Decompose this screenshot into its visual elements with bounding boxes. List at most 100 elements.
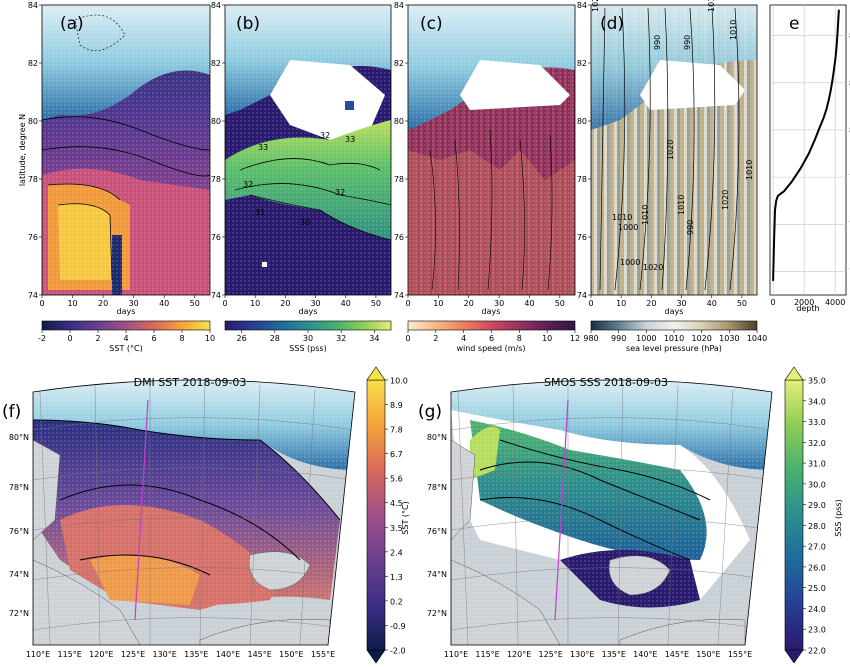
colorbar-extend-top: [784, 366, 804, 381]
colorbar-tick-label: 2: [95, 334, 100, 343]
x-tick-label: 50: [737, 299, 747, 308]
x-tick-label: 2000: [794, 298, 814, 307]
colorbar-tick-label: 6.7: [390, 450, 403, 459]
y-tick-label: 74: [28, 291, 38, 300]
isobar-label: 1010: [729, 20, 738, 40]
colorbar-tick-label: 23.0: [808, 626, 826, 635]
y-tick-label: 80: [394, 117, 404, 126]
y-tick-label: 78: [28, 175, 38, 184]
colorbar-tick-label: 5.6: [390, 475, 403, 484]
panel-d-field: [591, 5, 757, 295]
x-tick-label: 50: [371, 299, 381, 308]
panel-b-field: [225, 5, 391, 295]
colorbar-tick-label: 990: [611, 334, 626, 343]
x-tick-label: 40: [524, 299, 534, 308]
x-tick-label: 20: [646, 299, 656, 308]
panel-a-label: (a): [60, 14, 84, 34]
x-tick-label: 20: [464, 299, 474, 308]
contour-label: 33: [345, 135, 355, 144]
colorbar-tick-label: 6: [489, 334, 494, 343]
colorbar-tick-label: -2: [38, 334, 46, 343]
colorbar-tick-label: 3.5: [390, 524, 403, 533]
y-tick-label: 78: [394, 175, 404, 184]
colorbar-g-label: SSS (pss): [834, 499, 843, 536]
lat-label: 80°N: [9, 433, 29, 442]
colorbar-tick-label: 28: [270, 334, 280, 343]
lon-label: 140°E: [216, 650, 240, 659]
x-tick-label: 10: [433, 299, 443, 308]
panel-f: DMI SST 2018-09-03 (f) 80°N 78°N 76°N 74°N 7…: [2, 366, 410, 664]
x-tick-label: 0: [588, 299, 593, 308]
colorbar-tick-label: 0.2: [390, 597, 403, 606]
colorbar-tick-label: -0.9: [390, 622, 406, 631]
colorbar-c-label: wind speed (m/s): [456, 344, 525, 353]
y-tick-label: 74: [394, 291, 404, 300]
y-tick-label: 84: [28, 1, 38, 10]
colorbar-tick-label: 7.8: [390, 426, 403, 435]
lat-label: 76°N: [427, 527, 447, 536]
x-tick-label: 30: [676, 299, 686, 308]
y-tick-label: 82: [211, 59, 221, 68]
x-tick-label: 0: [771, 298, 776, 307]
panel-g-label: (g): [418, 402, 442, 422]
colorbar-b-label: SSS (pss): [289, 344, 326, 353]
colorbar-tick-label: 6: [151, 334, 156, 343]
panel-b-label: (b): [236, 14, 260, 34]
colorbar-tick-label: 4: [123, 334, 128, 343]
y-tick-label: 78: [577, 175, 587, 184]
panel-e-label: e: [789, 14, 799, 34]
colorbar-tick-label: 27.0: [808, 543, 826, 552]
x-tick-label: 30: [129, 299, 139, 308]
x-tick-label: 10: [250, 299, 260, 308]
lon-label: 115°E: [58, 650, 82, 659]
lat-label: 74°N: [9, 570, 29, 579]
colorbar-d-label: sea level pressure (hPa): [626, 344, 722, 353]
x-tick-label: 40: [159, 299, 169, 308]
panel-f-label: (f): [2, 402, 21, 422]
colorbar-tick-label: 8.9: [390, 401, 403, 410]
colorbar-tick-label: 1020: [691, 334, 711, 343]
lon-label: 115°E: [475, 650, 499, 659]
colorbar-tick-label: 26: [237, 334, 247, 343]
colorbar-tick-label: 28.0: [808, 522, 826, 531]
isobar-label: 1020: [721, 190, 730, 210]
y-tick-label: 76: [394, 233, 404, 242]
colorbar-tick-label: 30: [303, 334, 313, 343]
colorbar-tick-label: 31.0: [808, 460, 826, 469]
colorbar-tick-label: 24.0: [808, 605, 826, 614]
isobar-label: 990: [683, 35, 692, 50]
lat-label: 76°N: [9, 527, 29, 536]
panel-a-ylabel: latitude, degree N: [18, 114, 27, 186]
isobar-label: 1020: [643, 263, 663, 272]
lon-label: 120°E: [507, 650, 531, 659]
lon-label: 135°E: [184, 650, 208, 659]
panel-f-map: [33, 380, 355, 645]
y-tick-label: 80: [577, 117, 587, 126]
panel-b-xlabel: days: [299, 307, 318, 316]
depth-profile-line: [772, 9, 840, 281]
panel-a-field: [42, 5, 210, 295]
isobar-label: 1010: [707, 0, 716, 12]
lon-label: 145°E: [665, 650, 689, 659]
panel-a: (a) latitude, degree N days 0 10 20 30 40 507…: [18, 1, 215, 353]
lon-label: 140°E: [633, 650, 657, 659]
y-tick-label: 76: [211, 233, 221, 242]
colorbar-a: [41, 320, 211, 331]
x-tick-label: 40: [341, 299, 351, 308]
y-tick-label: 74: [211, 291, 221, 300]
colorbar-tick-label: 1040: [747, 334, 767, 343]
lon-label: 130°E: [570, 650, 594, 659]
colorbar-tick-label: 10: [205, 334, 215, 343]
lon-label: 155°E: [728, 650, 752, 659]
colorbar-tick-label: 33.0: [808, 418, 826, 427]
colorbar-tick-label: 10.0: [390, 377, 408, 386]
y-tick-label: 82: [28, 59, 38, 68]
colorbar-tick-label: 1030: [719, 334, 739, 343]
panel-c-xlabel: days: [482, 307, 501, 316]
x-tick-label: 30: [494, 299, 504, 308]
panel-c-field: [408, 5, 575, 295]
colorbar-tick-label: 8: [179, 334, 184, 343]
lon-label: 130°E: [153, 650, 177, 659]
